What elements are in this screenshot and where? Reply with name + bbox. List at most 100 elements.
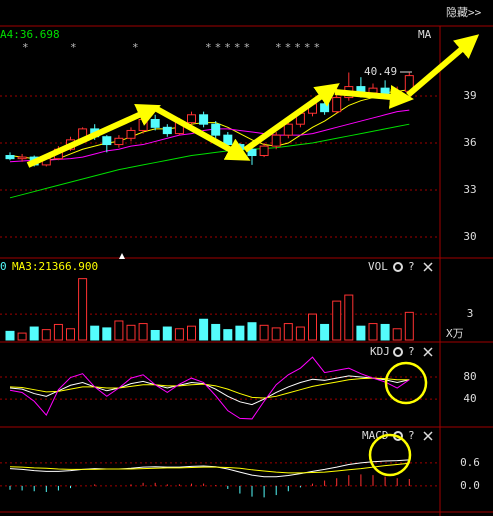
volume-bar — [235, 325, 245, 341]
volume-bar — [5, 330, 15, 341]
hide-button[interactable]: 隐藏>> — [446, 6, 482, 19]
y-tick-label: 0.6 — [460, 456, 480, 469]
candle-body — [199, 114, 209, 125]
star-marker: * — [132, 41, 142, 54]
volume-bar — [126, 324, 136, 341]
candle-body — [114, 137, 124, 146]
volume-bar — [17, 332, 27, 341]
vol-unit: X万 — [446, 327, 464, 340]
panel-title: KDJ — [370, 345, 390, 358]
volume-bar — [150, 329, 160, 341]
volume-bar — [66, 328, 75, 341]
trend-arrow — [334, 84, 414, 109]
candle-body — [283, 123, 293, 136]
volume-bar — [344, 294, 354, 341]
y-tick-label: 30 — [463, 230, 476, 243]
trend-arrow — [243, 83, 340, 153]
panel-title: VOL — [368, 260, 388, 273]
volume-bar — [332, 300, 342, 341]
close-icon[interactable] — [423, 431, 433, 441]
candle-body — [102, 136, 112, 146]
candle-body — [271, 134, 281, 147]
volume-bar — [356, 325, 366, 341]
indicator-line — [9, 356, 410, 420]
y-tick-label: 3 — [467, 307, 474, 320]
volume-bar — [162, 326, 172, 341]
volume-bar — [53, 323, 63, 341]
volume-bar — [223, 329, 233, 341]
price-label: A4:36.698 — [0, 28, 60, 41]
candle-body — [187, 114, 196, 124]
y-tick-label: 80 — [463, 370, 476, 383]
candle-body — [259, 145, 269, 157]
high-annotation: 40.49 — [364, 65, 397, 78]
candle-body — [320, 103, 330, 113]
vol-left-label: 0 — [0, 260, 7, 273]
volume-bar — [283, 323, 293, 341]
highlight-circle — [368, 433, 412, 477]
volume-bar — [247, 322, 257, 341]
candle-body — [235, 144, 245, 150]
trend-arrow — [26, 103, 161, 168]
candle-body — [5, 155, 15, 160]
candle-body — [162, 126, 172, 135]
volume-bar — [320, 323, 330, 341]
indicator-line — [9, 123, 410, 199]
volume-bar — [308, 313, 317, 341]
indicator-line — [9, 377, 410, 399]
volume-bar — [138, 323, 148, 341]
candle-body — [150, 118, 160, 128]
volume-bar — [259, 324, 269, 341]
volume-bar — [187, 325, 196, 341]
y-tick-label: 36 — [463, 136, 476, 149]
volume-bar — [404, 311, 414, 341]
indicator-line — [9, 462, 410, 474]
help-icon[interactable]: ? — [408, 429, 415, 442]
candle-body — [223, 134, 233, 146]
volume-bar — [211, 323, 221, 341]
volume-bar — [271, 327, 281, 341]
help-icon[interactable]: ? — [408, 260, 415, 273]
highlight-circle — [384, 361, 428, 405]
help-icon[interactable]: ? — [408, 345, 415, 358]
y-tick-label: 40 — [463, 392, 476, 405]
marker-triangle — [119, 253, 125, 259]
volume-bar — [392, 328, 402, 341]
candle-body — [138, 118, 148, 131]
volume-bar — [102, 327, 112, 341]
trend-arrow — [406, 34, 480, 98]
candle-body — [211, 123, 221, 136]
volume-bar — [90, 325, 100, 341]
settings-icon[interactable] — [393, 262, 403, 272]
ma-label: MA — [418, 28, 432, 41]
volume-bar — [380, 323, 390, 341]
volume-bar — [199, 318, 209, 341]
settings-icon[interactable] — [393, 347, 403, 357]
candle-body — [126, 129, 136, 139]
candle-body — [332, 97, 342, 113]
volume-bar — [29, 326, 39, 341]
candle-body — [17, 156, 27, 160]
y-tick-label: 39 — [463, 89, 476, 102]
indicator-line — [9, 459, 410, 478]
close-icon[interactable] — [423, 262, 433, 272]
star-marker: ***** — [205, 41, 253, 54]
volume-bar — [174, 328, 184, 341]
panel-title: MACD — [362, 429, 389, 442]
volume-bar — [368, 323, 378, 341]
y-tick-label: 33 — [463, 183, 476, 196]
volume-bar — [295, 326, 305, 341]
star-marker: * — [70, 41, 80, 54]
indicator-line — [9, 109, 410, 163]
star-marker: ***** — [275, 41, 323, 54]
trend-arrow — [153, 105, 251, 161]
volume-bar — [78, 278, 88, 341]
star-marker: * — [22, 41, 32, 54]
volume-bar — [114, 320, 124, 341]
volume-bar — [41, 329, 51, 341]
indicator-line — [9, 89, 410, 161]
indicator-line — [9, 375, 410, 406]
y-tick-label: 0.0 — [460, 479, 480, 492]
close-icon[interactable] — [423, 347, 433, 357]
